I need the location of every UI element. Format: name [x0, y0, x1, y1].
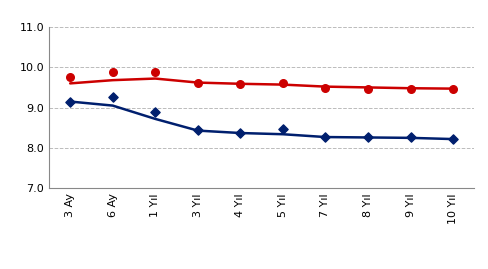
Text: TL verim eğrisi: TL verim eğrisi [6, 10, 146, 29]
Point [279, 126, 286, 131]
Point [321, 134, 329, 139]
Point [363, 86, 371, 91]
Point [236, 130, 244, 135]
Point [363, 134, 371, 139]
Point [151, 70, 159, 74]
Point [193, 128, 202, 132]
Point [279, 80, 286, 85]
Point [448, 137, 456, 141]
Point [321, 86, 329, 90]
Point [406, 134, 414, 139]
Point [236, 82, 244, 86]
Point [448, 87, 456, 91]
Point [66, 99, 74, 104]
Point [151, 110, 159, 115]
Point [193, 80, 202, 85]
Point [108, 70, 116, 74]
Point [108, 95, 116, 99]
Point [406, 87, 414, 91]
Point [66, 75, 74, 80]
